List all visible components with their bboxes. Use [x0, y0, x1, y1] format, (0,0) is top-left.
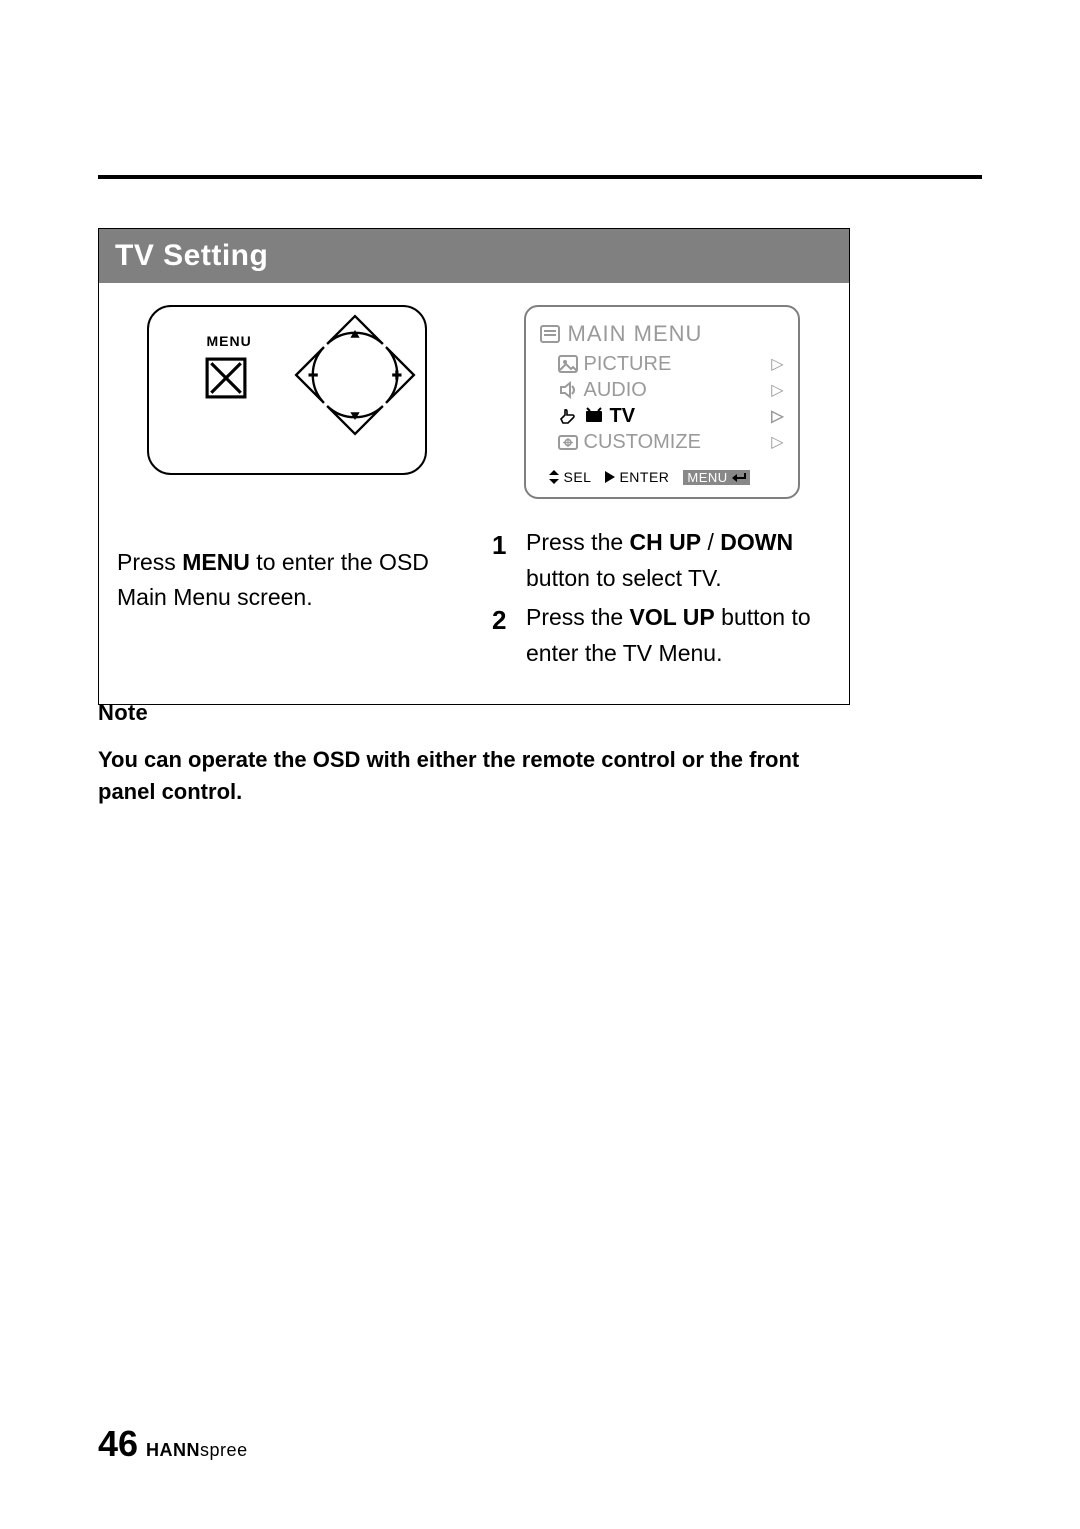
- osd-footer-sel-text: SEL: [564, 469, 592, 485]
- step-1: 1 Press the CH UP / DOWN button to selec…: [492, 525, 831, 596]
- updown-icon: [548, 470, 560, 484]
- t: Press the: [526, 529, 630, 555]
- note-block: Note You can operate the OSD with either…: [98, 700, 850, 808]
- osd-footer: SEL ENTER MENU: [540, 461, 784, 485]
- return-icon: [732, 471, 746, 483]
- t: /: [701, 529, 720, 555]
- t: VOL UP: [630, 604, 715, 630]
- osd-footer-enter-text: ENTER: [619, 469, 669, 485]
- card-body: MENU: [99, 283, 849, 704]
- note-label: Note: [98, 700, 850, 726]
- t: CH UP: [630, 529, 702, 555]
- tv-setting-card: TV Setting MENU: [98, 228, 850, 705]
- step-body: Press the VOL UP button to enter the TV …: [526, 600, 831, 671]
- brand-light: spree: [200, 1440, 248, 1460]
- customize-icon: [558, 433, 578, 451]
- t: Press the: [526, 604, 630, 630]
- left-column: MENU: [99, 283, 474, 704]
- tv-icon: [584, 407, 604, 425]
- card-header: TV Setting: [99, 229, 849, 283]
- hand-pointer-icon: [558, 407, 578, 425]
- osd-box: MAIN MENU PICTURE ▷ AUDIO: [524, 305, 800, 499]
- right-icon: [605, 471, 615, 483]
- osd-footer-enter: ENTER: [605, 469, 669, 485]
- step-2: 2 Press the VOL UP button to enter the T…: [492, 600, 831, 671]
- audio-icon: [558, 381, 578, 399]
- chevron-right-icon: ▷: [771, 406, 783, 426]
- remote-menu-label: MENU: [207, 333, 252, 349]
- chevron-right-icon: ▷: [771, 432, 783, 452]
- menu-icon: [540, 325, 560, 343]
- text-pre: Press: [117, 549, 182, 575]
- text-menu-bold: MENU: [182, 549, 250, 575]
- left-instruction-text: Press MENU to enter the OSD Main Menu sc…: [117, 545, 456, 614]
- right-column: MAIN MENU PICTURE ▷ AUDIO: [474, 283, 849, 704]
- osd-title-text: MAIN MENU: [568, 321, 703, 347]
- osd-row-label: PICTURE: [584, 353, 672, 376]
- brand-bold: HANN: [146, 1440, 200, 1460]
- osd-footer-menu-badge: MENU: [683, 470, 749, 485]
- page-number: 46: [98, 1423, 138, 1465]
- step-number: 2: [492, 600, 512, 671]
- steps-list: 1 Press the CH UP / DOWN button to selec…: [492, 525, 831, 672]
- step-body: Press the CH UP / DOWN button to select …: [526, 525, 831, 596]
- hourglass-icon: [205, 357, 247, 399]
- page-footer: 46 HANNspree: [98, 1423, 248, 1465]
- step-number: 1: [492, 525, 512, 596]
- note-text: You can operate the OSD with either the …: [98, 744, 850, 808]
- t: button to select TV.: [526, 565, 722, 591]
- osd-row-picture: PICTURE ▷: [540, 351, 784, 377]
- top-rule: [98, 175, 982, 179]
- chevron-right-icon: ▷: [771, 354, 783, 374]
- osd-title-row: MAIN MENU: [540, 321, 784, 347]
- osd-row-tv: TV ▷: [540, 403, 784, 429]
- page: TV Setting MENU: [0, 0, 1080, 1529]
- navigation-pad-icon: [293, 313, 417, 437]
- t: DOWN: [720, 529, 793, 555]
- osd-footer-menu-text: MENU: [687, 470, 727, 485]
- brand-logo: HANNspree: [146, 1440, 248, 1461]
- osd-footer-sel: SEL: [548, 469, 592, 485]
- osd-row-label: CUSTOMIZE: [584, 431, 701, 454]
- picture-icon: [558, 355, 578, 373]
- chevron-right-icon: ▷: [771, 380, 783, 400]
- osd-row-label: TV: [610, 405, 636, 428]
- remote-diagram: MENU: [147, 305, 427, 475]
- osd-row-audio: AUDIO ▷: [540, 377, 784, 403]
- osd-row-label: AUDIO: [584, 379, 647, 402]
- osd-row-customize: CUSTOMIZE ▷: [540, 429, 784, 455]
